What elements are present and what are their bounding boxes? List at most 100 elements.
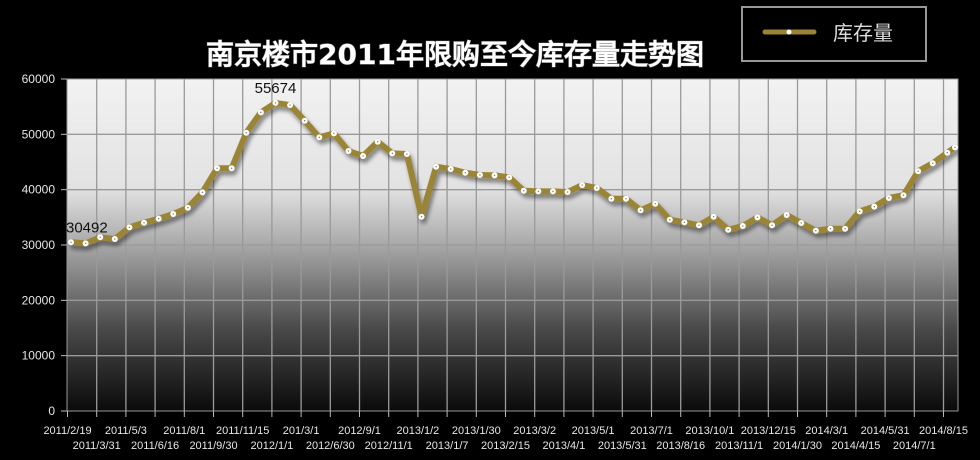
x-tick-label: 2013/5/31: [598, 440, 647, 452]
x-tick-label: 2014/5/31: [861, 425, 910, 437]
x-tick-label: 2013/11/1: [715, 440, 763, 452]
data-point-center: [201, 191, 204, 194]
data-point-center: [406, 153, 408, 155]
x-axis: 2011/2/19 2011/3/31 2011/5/3 2011/6/16 2011/…: [43, 411, 968, 452]
x-tick-label: 2011/3/31: [73, 440, 121, 452]
data-point-center: [114, 238, 116, 240]
data-point-center: [420, 216, 423, 218]
data-label: 55674: [255, 80, 297, 97]
data-point-center: [712, 216, 715, 218]
data-point-center: [333, 132, 335, 135]
x-tick-label: 2013/1/7: [426, 440, 469, 452]
x-tick-label: 2011/9/30: [189, 440, 237, 452]
data-point-center: [523, 190, 525, 192]
data-point-center: [347, 150, 350, 152]
data-point-center: [157, 218, 160, 220]
data-point-center: [815, 230, 817, 232]
data-point-center: [946, 152, 948, 154]
data-point-center: [230, 167, 233, 170]
x-tick-label: 2013/7/1: [630, 425, 673, 437]
data-point-center: [742, 225, 744, 227]
data-point-center: [902, 194, 905, 196]
data-point-center: [727, 229, 729, 231]
x-tick-label: 2014/3/1: [805, 425, 848, 437]
data-point-center: [289, 104, 291, 106]
y-tick-label: 40000: [22, 183, 56, 197]
data-point-center: [954, 146, 956, 149]
data-point-center: [377, 141, 379, 143]
data-point-center: [172, 213, 174, 215]
data-point-center: [508, 176, 510, 179]
x-tick-label: 2012/6/30: [306, 440, 355, 452]
data-label: 30492: [66, 219, 108, 236]
x-tick-label: 2011/5/3: [105, 425, 147, 437]
legend: 库存量: [741, 6, 927, 62]
data-point-center: [596, 187, 598, 189]
data-point-center: [493, 174, 496, 177]
x-tick-label: 2014/8/15: [919, 425, 968, 437]
series-库存量: [68, 99, 958, 247]
data-point-center: [318, 136, 320, 139]
data-point-center: [888, 197, 890, 199]
y-tick-label: 0: [48, 404, 55, 418]
legend-marker: [786, 29, 792, 35]
x-tick-label: 2011/8/1: [163, 425, 205, 437]
data-point-center: [917, 170, 919, 172]
legend-label: 库存量: [833, 21, 893, 45]
data-point-center: [274, 102, 277, 104]
y-tick-label: 50000: [22, 127, 56, 141]
data-point-center: [187, 207, 189, 209]
data-point-center: [450, 168, 452, 170]
x-tick-label: 2013/1/30: [452, 425, 501, 437]
x-tick-label: 2011/6/16: [131, 440, 179, 452]
data-point-center: [873, 205, 875, 208]
data-point-center: [800, 222, 802, 224]
data-point-center: [858, 210, 861, 213]
data-point-center: [303, 120, 306, 122]
data-point-center: [552, 190, 554, 193]
data-point-center: [844, 228, 846, 230]
x-tick-label: 2013/12/15: [741, 425, 796, 437]
y-tick-label: 30000: [22, 238, 56, 252]
data-point-center: [654, 203, 656, 205]
y-tick-label: 60000: [22, 72, 56, 86]
data-point-center: [143, 222, 145, 224]
grid: [67, 79, 958, 411]
data-point-center: [581, 184, 583, 186]
data-labels: 30492 55674: [66, 80, 296, 236]
data-point-center: [566, 191, 569, 193]
y-tick-label: 20000: [22, 293, 56, 307]
data-point-center: [698, 224, 700, 227]
x-tick-label: 2014/7/1: [893, 440, 936, 452]
data-point-center: [435, 166, 437, 168]
data-point-center: [829, 228, 832, 230]
x-tick-label: 2013/2/15: [481, 440, 530, 452]
data-point-center: [216, 167, 218, 170]
data-point-center: [669, 219, 671, 221]
x-tick-label: 2013/3/2: [513, 425, 556, 437]
x-tick-label: 2011/11/15: [216, 425, 269, 437]
y-tick-label: 10000: [22, 349, 56, 363]
x-tick-label: 2013/4/1: [542, 440, 585, 452]
data-point-center: [128, 226, 131, 229]
data-point-center: [756, 216, 759, 219]
x-tick-label: 2012/11/1: [365, 440, 413, 452]
data-point-center: [625, 198, 627, 200]
data-point-center: [391, 152, 394, 155]
data-point-center: [931, 162, 934, 164]
data-point-center: [610, 198, 613, 200]
y-axis: 0 10000 20000 30000 40000 50000 60000: [22, 72, 67, 418]
x-tick-label: 2013/8/16: [656, 440, 705, 452]
x-tick-label: 2012/9/1: [338, 425, 381, 437]
x-tick-label: 2013/1/2: [396, 425, 439, 437]
data-point-center: [99, 236, 101, 239]
data-point-center: [537, 190, 540, 193]
chart-title: 南京楼市2011年限购至今库存量走势图: [206, 38, 704, 71]
data-point-center: [260, 111, 262, 114]
x-tick-label: 2013/10/1: [685, 425, 734, 437]
data-point-center: [245, 132, 247, 134]
data-point-center: [479, 174, 481, 176]
data-point-center: [683, 221, 686, 224]
data-point-center: [84, 242, 87, 245]
